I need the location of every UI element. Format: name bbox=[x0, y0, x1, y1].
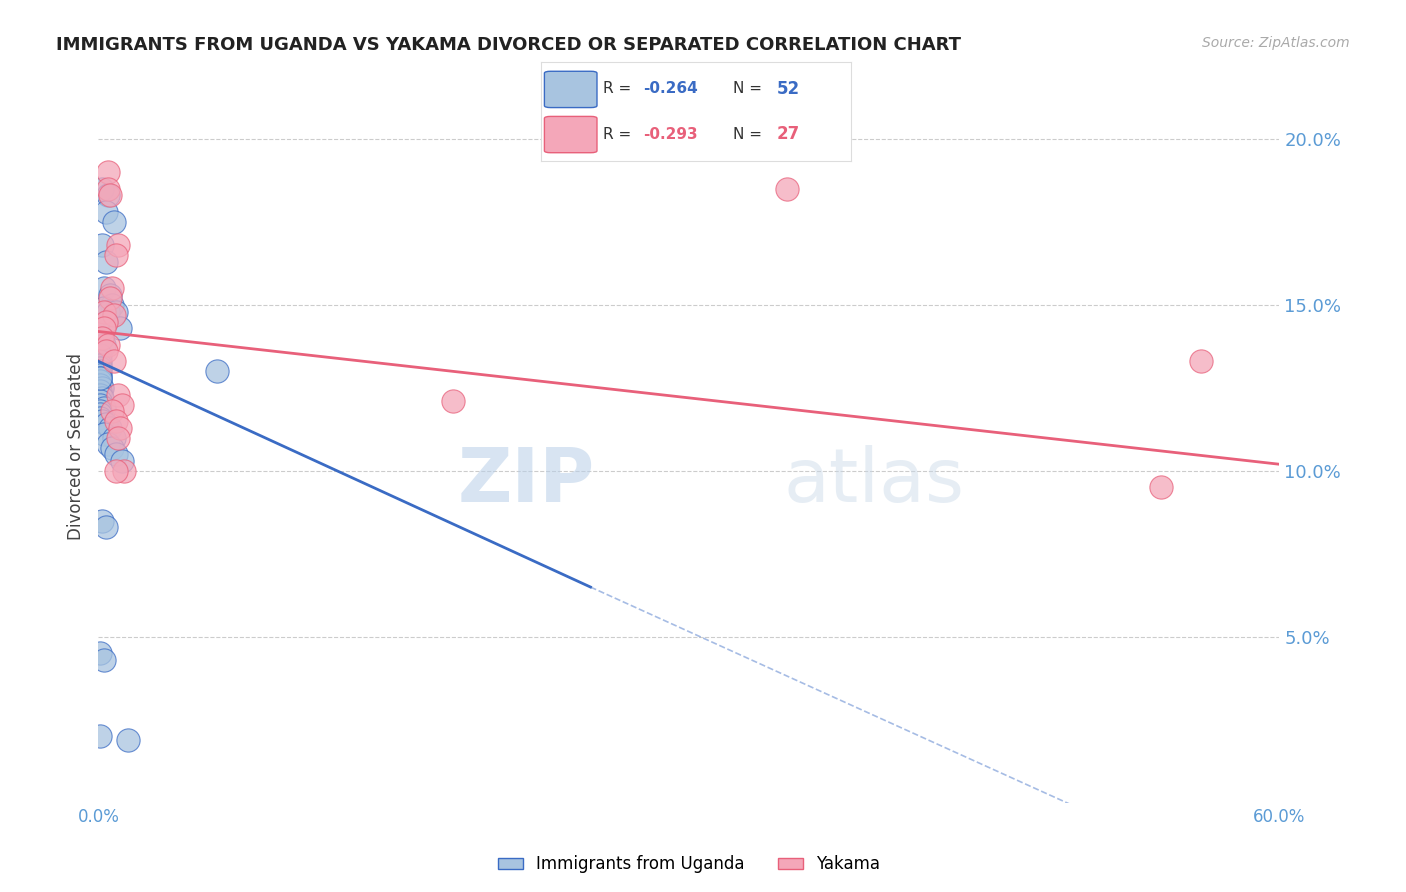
Point bbox=[107, 387, 129, 401]
Point bbox=[205, 364, 228, 378]
FancyBboxPatch shape bbox=[544, 117, 598, 153]
Point bbox=[1150, 481, 1173, 495]
Point bbox=[103, 431, 125, 445]
Point bbox=[89, 361, 111, 376]
Point bbox=[103, 308, 125, 322]
Point bbox=[105, 304, 128, 318]
Point bbox=[96, 344, 118, 359]
Text: R =: R = bbox=[603, 81, 637, 96]
Point bbox=[89, 408, 111, 422]
Point bbox=[89, 371, 111, 385]
Point bbox=[91, 391, 114, 405]
Point bbox=[776, 182, 799, 196]
Point bbox=[89, 364, 111, 378]
Text: IMMIGRANTS FROM UGANDA VS YAKAMA DIVORCED OR SEPARATED CORRELATION CHART: IMMIGRANTS FROM UGANDA VS YAKAMA DIVORCE… bbox=[56, 36, 962, 54]
Point bbox=[97, 437, 120, 451]
FancyBboxPatch shape bbox=[544, 71, 598, 108]
Point bbox=[96, 417, 118, 432]
Point bbox=[91, 331, 114, 345]
Point bbox=[103, 215, 125, 229]
Point bbox=[108, 421, 131, 435]
Point bbox=[89, 410, 111, 425]
Text: 27: 27 bbox=[776, 125, 800, 143]
Point bbox=[89, 371, 111, 385]
Point bbox=[89, 358, 111, 372]
Text: ZIP: ZIP bbox=[457, 445, 595, 518]
Point bbox=[93, 338, 115, 352]
Point bbox=[97, 304, 120, 318]
Point bbox=[105, 248, 128, 262]
Text: -0.293: -0.293 bbox=[644, 127, 697, 142]
Point bbox=[98, 288, 121, 302]
Point bbox=[107, 238, 129, 252]
Point bbox=[96, 520, 118, 534]
Point bbox=[105, 414, 128, 428]
Point bbox=[107, 431, 129, 445]
Point bbox=[93, 301, 115, 316]
Point bbox=[93, 653, 115, 667]
Point bbox=[91, 238, 114, 252]
Text: atlas: atlas bbox=[783, 445, 965, 518]
Point bbox=[89, 397, 111, 411]
Point bbox=[93, 281, 115, 295]
Point bbox=[91, 381, 114, 395]
Point bbox=[89, 394, 111, 409]
Text: N =: N = bbox=[733, 127, 766, 142]
Point bbox=[101, 298, 124, 312]
Point bbox=[111, 397, 134, 411]
Point bbox=[96, 314, 118, 328]
Point bbox=[91, 182, 114, 196]
Point bbox=[89, 377, 111, 392]
Point bbox=[97, 165, 120, 179]
Point bbox=[93, 401, 115, 415]
Point bbox=[1189, 354, 1212, 368]
Point bbox=[98, 421, 121, 435]
Point bbox=[93, 304, 115, 318]
Text: 52: 52 bbox=[776, 80, 800, 98]
Y-axis label: Divorced or Separated: Divorced or Separated bbox=[66, 352, 84, 540]
Point bbox=[105, 464, 128, 478]
Point bbox=[97, 182, 120, 196]
Point bbox=[105, 447, 128, 461]
Point bbox=[97, 188, 120, 202]
Point bbox=[111, 454, 134, 468]
Point bbox=[103, 354, 125, 368]
Point bbox=[89, 374, 111, 388]
Point bbox=[97, 338, 120, 352]
Point bbox=[91, 514, 114, 528]
Point bbox=[89, 384, 111, 399]
Point bbox=[101, 281, 124, 295]
Point bbox=[93, 321, 115, 335]
Point bbox=[117, 732, 139, 747]
Point bbox=[98, 188, 121, 202]
Point bbox=[89, 368, 111, 382]
Point bbox=[89, 647, 111, 661]
Point bbox=[89, 354, 111, 368]
Point bbox=[112, 464, 135, 478]
Point bbox=[91, 331, 114, 345]
Text: Source: ZipAtlas.com: Source: ZipAtlas.com bbox=[1202, 36, 1350, 50]
Text: -0.264: -0.264 bbox=[644, 81, 699, 96]
Point bbox=[96, 254, 118, 268]
Point bbox=[101, 441, 124, 455]
Point bbox=[108, 321, 131, 335]
Point bbox=[89, 730, 111, 744]
Point bbox=[89, 387, 111, 401]
Legend: Immigrants from Uganda, Yakama: Immigrants from Uganda, Yakama bbox=[491, 849, 887, 880]
Text: R =: R = bbox=[603, 127, 637, 142]
Point bbox=[89, 348, 111, 362]
Point bbox=[101, 404, 124, 418]
Point bbox=[96, 314, 118, 328]
Point bbox=[93, 427, 115, 442]
Point bbox=[91, 414, 114, 428]
Point bbox=[441, 394, 464, 409]
Text: N =: N = bbox=[733, 81, 766, 96]
Point bbox=[96, 205, 118, 219]
Point bbox=[98, 291, 121, 305]
Point bbox=[89, 404, 111, 418]
